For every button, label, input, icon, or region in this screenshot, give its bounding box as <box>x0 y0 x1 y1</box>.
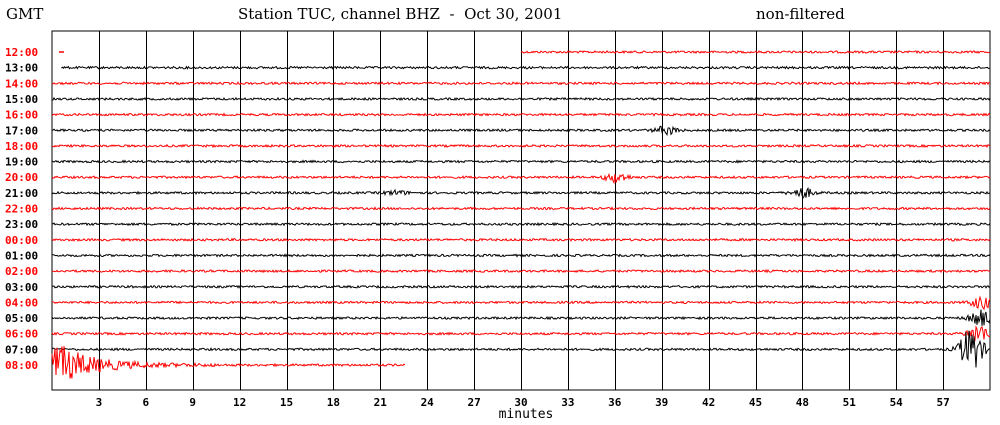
hour-label-0700: 07:00 <box>5 343 38 356</box>
hour-label-1500: 15:00 <box>5 93 38 106</box>
x-tick-label-15: 15 <box>280 396 293 409</box>
x-tick-label-39: 39 <box>655 396 668 409</box>
hour-label-0200: 02:00 <box>5 265 38 278</box>
trace-1200 <box>520 50 991 55</box>
timezone-label: GMT <box>6 5 44 23</box>
hour-label-2200: 22:00 <box>5 203 38 216</box>
trace-0400 <box>51 295 991 311</box>
hour-label-1400: 14:00 <box>5 77 38 90</box>
x-tick-label-3: 3 <box>96 396 103 409</box>
trace-0000 <box>51 237 991 242</box>
hour-label-0500: 05:00 <box>5 312 38 325</box>
x-tick-label-42: 42 <box>702 396 715 409</box>
hour-label-0800: 08:00 <box>5 359 38 372</box>
x-tick-label-27: 27 <box>467 396 480 409</box>
x-tick-label-12: 12 <box>233 396 246 409</box>
hour-label-0600: 06:00 <box>5 328 38 341</box>
x-tick-label-18: 18 <box>327 396 340 409</box>
trace-0700 <box>51 330 990 368</box>
hour-label-2300: 23:00 <box>5 218 38 231</box>
x-tick-label-45: 45 <box>749 396 762 409</box>
x-tick-label-57: 57 <box>936 396 949 409</box>
trace-2300 <box>51 221 991 227</box>
trace-layer <box>51 50 991 379</box>
hour-label-0000: 00:00 <box>5 234 38 247</box>
trace-0500 <box>51 309 991 326</box>
trace-1300 <box>61 65 990 70</box>
hour-label-1300: 13:00 <box>5 62 38 75</box>
tick-layer: 3 6 9 12 15 18 21 24 27 30 33 36 39 42 45 48 51 54 57 <box>96 396 950 409</box>
x-tick-label-54: 54 <box>890 396 904 409</box>
x-tick-label-24: 24 <box>421 396 435 409</box>
x-tick-label-6: 6 <box>142 396 149 409</box>
trace-0200 <box>51 268 991 274</box>
label-layer: 12:00 13:00 14:00 15:00 16:00 17:00 18:00 19:00… <box>5 46 38 372</box>
trace-1800 <box>51 143 991 149</box>
chart-title: Station TUC, channel BHZ - Oct 30, 2001 <box>238 5 563 23</box>
hour-label-1700: 17:00 <box>5 124 38 137</box>
trace-0800 <box>51 346 406 379</box>
hour-label-2100: 21:00 <box>5 187 38 200</box>
hour-label-1900: 19:00 <box>5 156 38 169</box>
trace-2100 <box>51 186 991 200</box>
x-tick-label-36: 36 <box>608 396 622 409</box>
trace-0100 <box>51 253 991 258</box>
hour-label-0400: 04:00 <box>5 296 38 309</box>
trace-0300 <box>51 284 991 289</box>
hour-label-0100: 01:00 <box>5 249 38 262</box>
trace-2200 <box>51 206 991 211</box>
hour-label-1200: 12:00 <box>5 46 38 59</box>
x-tick-label-30: 30 <box>514 396 527 409</box>
trace-1900 <box>51 159 991 164</box>
trace-1400 <box>52 81 991 86</box>
x-tick-label-9: 9 <box>189 396 196 409</box>
x-tick-label-21: 21 <box>374 396 388 409</box>
hour-label-1800: 18:00 <box>5 140 38 153</box>
x-tick-label-48: 48 <box>796 396 809 409</box>
x-axis-label: minutes <box>499 407 554 422</box>
trace-1700 <box>51 125 991 136</box>
trace-2000 <box>51 172 991 185</box>
filter-status: non-filtered <box>756 5 845 23</box>
x-tick-label-33: 33 <box>561 396 574 409</box>
hour-label-2000: 20:00 <box>5 171 38 184</box>
grid-layer <box>51 30 991 391</box>
x-tick-label-51: 51 <box>843 396 857 409</box>
trace-1600 <box>51 112 991 117</box>
hour-label-0300: 03:00 <box>5 281 38 294</box>
trace-1500 <box>52 96 991 102</box>
hour-label-1600: 16:00 <box>5 109 38 122</box>
trace-0600 <box>51 325 991 342</box>
